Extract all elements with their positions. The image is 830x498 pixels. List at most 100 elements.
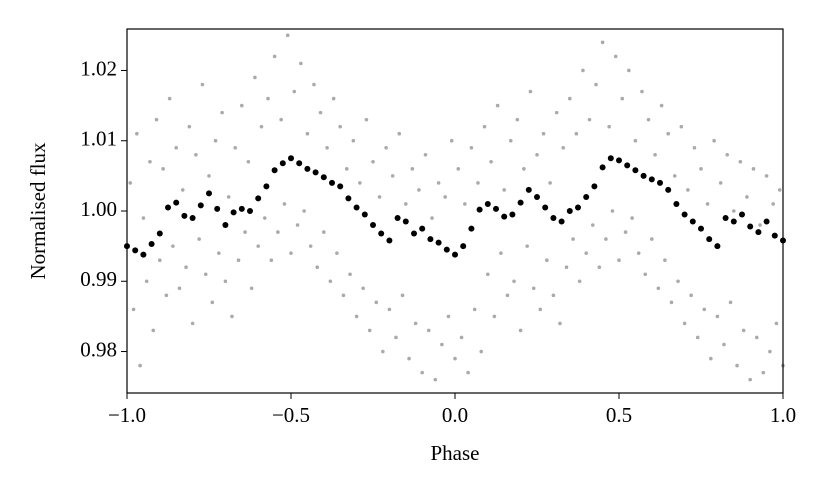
- data-point: [522, 167, 526, 171]
- data-point: [453, 356, 457, 361]
- data-point: [328, 279, 333, 284]
- data-point: [197, 237, 201, 241]
- data-point: [381, 349, 385, 354]
- data-point: [587, 117, 592, 122]
- data-point: [417, 188, 421, 192]
- data-point: [640, 172, 647, 179]
- data-point: [531, 286, 536, 291]
- data-point: [460, 243, 467, 250]
- data-point: [689, 293, 693, 298]
- data-point: [367, 328, 372, 333]
- data-point: [370, 222, 376, 229]
- data-point: [574, 131, 579, 136]
- data-point: [189, 215, 196, 222]
- data-point: [247, 208, 253, 214]
- data-point: [361, 211, 368, 218]
- y-tick-label: 0.98: [80, 337, 117, 361]
- data-point: [404, 202, 408, 206]
- data-point: [243, 230, 247, 234]
- data-point: [378, 230, 385, 237]
- data-point: [764, 174, 769, 178]
- data-point: [140, 251, 147, 258]
- data-point: [419, 225, 426, 232]
- data-point: [345, 195, 352, 202]
- data-point: [411, 230, 417, 237]
- data-point: [518, 328, 523, 333]
- data-point: [610, 209, 615, 213]
- data-point: [394, 335, 398, 340]
- data-point: [459, 335, 464, 340]
- data-point: [558, 321, 562, 326]
- data-point: [730, 218, 737, 225]
- data-point: [387, 307, 392, 312]
- data-point: [581, 68, 585, 73]
- data-point: [673, 200, 680, 207]
- data-point: [312, 169, 319, 176]
- data-point: [528, 89, 533, 94]
- data-point: [190, 321, 195, 326]
- data-point: [427, 236, 434, 243]
- data-point: [335, 251, 339, 255]
- data-point: [315, 265, 320, 270]
- data-point: [187, 124, 192, 129]
- data-point: [128, 181, 133, 185]
- data-point: [292, 89, 297, 94]
- data-point: [322, 230, 326, 234]
- data-point: [499, 251, 503, 255]
- data-point: [550, 215, 557, 222]
- x-tick-label: 1.0: [770, 403, 796, 427]
- data-point: [566, 208, 573, 214]
- data-point: [774, 321, 779, 326]
- data-point: [509, 211, 516, 218]
- data-point: [308, 244, 313, 248]
- data-point: [161, 167, 165, 171]
- data-point: [423, 152, 428, 157]
- data-point: [640, 89, 644, 94]
- data-point: [748, 377, 752, 382]
- data-point: [597, 265, 602, 270]
- data-point: [299, 61, 303, 66]
- data-point: [653, 152, 657, 157]
- data-point: [214, 205, 221, 212]
- data-point: [657, 179, 663, 186]
- data-point: [269, 258, 274, 262]
- data-point: [650, 237, 654, 241]
- data-point: [722, 342, 726, 347]
- data-point: [426, 328, 431, 333]
- data-point: [735, 363, 739, 368]
- data-point: [325, 145, 329, 150]
- data-point: [692, 145, 697, 150]
- data-point: [607, 124, 611, 129]
- data-point: [476, 181, 480, 185]
- data-point: [761, 370, 766, 375]
- data-point: [135, 131, 139, 136]
- data-point: [728, 300, 733, 305]
- data-point: [709, 356, 713, 361]
- data-point: [771, 202, 775, 206]
- data-point: [702, 307, 707, 312]
- data-point: [377, 195, 382, 199]
- y-tick-label: 1.02: [80, 56, 117, 80]
- data-point: [295, 223, 300, 227]
- data-point: [551, 293, 556, 298]
- data-point: [535, 152, 539, 157]
- data-point: [271, 167, 278, 174]
- data-point: [165, 204, 171, 211]
- data-point: [479, 349, 484, 354]
- data-point: [541, 131, 546, 136]
- data-point: [207, 174, 211, 178]
- data-point: [558, 218, 565, 225]
- data-point: [679, 124, 684, 129]
- data-point: [154, 117, 159, 122]
- data-point: [676, 279, 680, 284]
- data-point: [337, 183, 344, 190]
- data-point: [695, 335, 700, 340]
- data-point: [407, 356, 411, 361]
- data-point: [390, 174, 395, 178]
- data-point: [353, 204, 360, 211]
- data-point: [777, 188, 782, 192]
- data-point: [304, 165, 311, 172]
- data-point: [443, 246, 450, 253]
- data-point: [338, 124, 343, 129]
- data-point: [712, 138, 716, 143]
